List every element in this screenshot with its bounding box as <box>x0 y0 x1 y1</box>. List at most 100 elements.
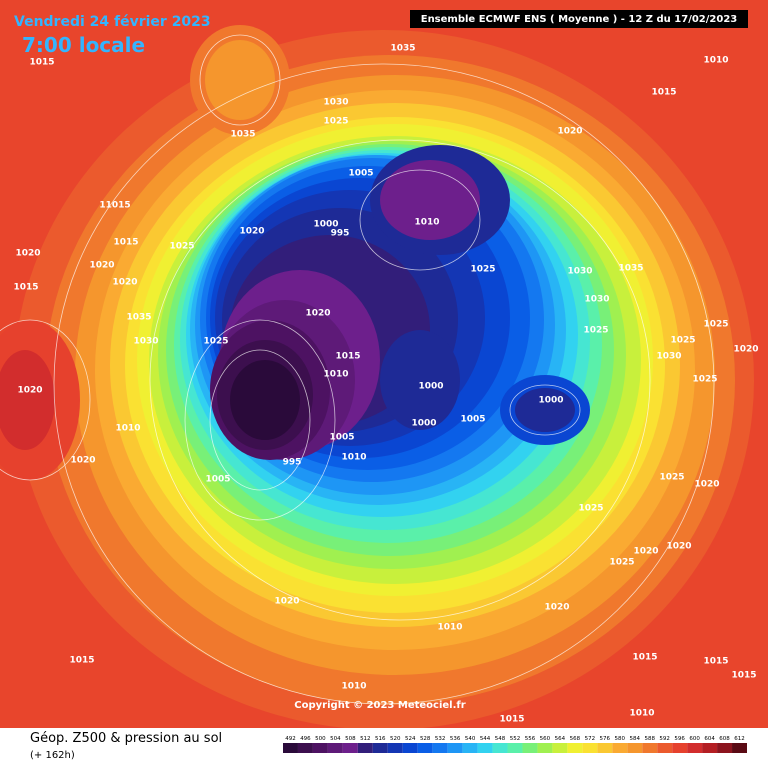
legend-label: 516 <box>375 736 386 742</box>
legend-label: 512 <box>360 736 371 742</box>
legend-label: 604 <box>704 736 715 742</box>
legend-swatch <box>327 743 343 753</box>
legend-swatch <box>717 743 733 753</box>
isobar-label: 1005 <box>460 415 485 425</box>
isobar-label: 1025 <box>670 336 695 346</box>
model-label: Ensemble ECMWF ENS ( Moyenne ) - 12 Z du… <box>421 14 738 25</box>
isobar-label: 11015 <box>99 201 130 211</box>
isobar-label: 1010 <box>437 623 462 633</box>
legend-swatch <box>732 743 747 753</box>
legend-swatch <box>642 743 658 753</box>
footer-lead: (+ 162h) <box>30 750 75 761</box>
isobar-label: 1010 <box>703 56 728 66</box>
legend-label: 580 <box>615 736 626 742</box>
isobar-label: 1020 <box>305 309 330 319</box>
legend-swatch <box>387 743 403 753</box>
date-label: Vendredi 24 février 2023 <box>14 14 211 30</box>
isobar-label: 1020 <box>17 386 42 396</box>
isobar-label: 1025 <box>703 320 728 330</box>
legend-swatch <box>537 743 553 753</box>
legend-label: 584 <box>629 736 640 742</box>
legend-swatch <box>612 743 628 753</box>
isobar-label: 1025 <box>583 326 608 336</box>
legend-label: 560 <box>540 736 551 742</box>
isobar-label: 1020 <box>544 603 569 613</box>
contour-band <box>380 330 460 430</box>
isobar-label: 1015 <box>703 657 728 667</box>
isobar-label: 1020 <box>274 597 299 607</box>
isobar-label: 1025 <box>323 117 348 127</box>
isobar-label: 1030 <box>323 98 348 108</box>
legend-swatch <box>702 743 718 753</box>
legend-swatch <box>417 743 433 753</box>
isobar-label: 1005 <box>205 475 230 485</box>
legend-swatch <box>432 743 448 753</box>
legend-swatch <box>582 743 598 753</box>
isobar-label: 1015 <box>69 656 94 666</box>
legend-label: 508 <box>345 736 356 742</box>
isobar-label: 1020 <box>239 227 264 237</box>
contour-bands <box>0 25 754 730</box>
contour-band <box>230 360 300 440</box>
isobar-label: 1020 <box>666 542 691 552</box>
legend-swatch <box>477 743 493 753</box>
isobar-label: 1020 <box>633 547 658 557</box>
legend-swatch <box>672 743 688 753</box>
isobar-label: 1020 <box>733 345 758 355</box>
isobar-label: 1030 <box>133 337 158 347</box>
isobar-label: 1015 <box>632 653 657 663</box>
legend-label: 552 <box>510 736 521 742</box>
isobar-label: 1010 <box>341 682 366 692</box>
legend-swatch <box>402 743 418 753</box>
isobar-label: 1005 <box>329 433 354 443</box>
legend-swatch <box>657 743 673 753</box>
legend-swatch <box>297 743 313 753</box>
isobar-label: 1025 <box>203 337 228 347</box>
isobar-label: 1015 <box>335 352 360 362</box>
isobar-label: 1015 <box>113 238 138 248</box>
isobar-label: 1000 <box>418 382 443 392</box>
legend-swatch <box>567 743 583 753</box>
isobar-label: 1010 <box>629 709 654 719</box>
color-legend: 492 496 500 504 508 512 516 520 524 528 532 536 540 5… <box>283 736 747 753</box>
legend-swatch <box>357 743 373 753</box>
isobar-label: 1010 <box>341 453 366 463</box>
isobar-label: 1015 <box>13 283 38 293</box>
isobar-label: 1035 <box>390 44 415 54</box>
model-box <box>410 10 748 28</box>
legend-label: 520 <box>390 736 401 742</box>
footer-title: Géop. Z500 & pression au sol <box>30 731 222 746</box>
contour-band <box>205 40 275 120</box>
contour-band <box>380 160 480 240</box>
isobar-label: 1020 <box>557 127 582 137</box>
isobar-label: 1010 <box>115 424 140 434</box>
isobar-label: 1030 <box>567 267 592 277</box>
legend-swatch <box>522 743 538 753</box>
legend-swatch <box>372 743 388 753</box>
legend-label: 608 <box>719 736 730 742</box>
legend-label: 524 <box>405 736 416 742</box>
isobar-label: 1020 <box>112 278 137 288</box>
time-label: 7:00 locale <box>22 33 145 57</box>
isobar-label: 1010 <box>414 218 439 228</box>
isobar-label: 1020 <box>15 249 40 259</box>
isobar-label: 1015 <box>29 58 54 68</box>
legend-label: 548 <box>495 736 506 742</box>
legend-label: 600 <box>689 736 700 742</box>
isobar-label: 1015 <box>651 88 676 98</box>
legend-label: 544 <box>480 736 491 742</box>
legend-label: 576 <box>600 736 611 742</box>
legend-swatch <box>447 743 463 753</box>
legend-label: 528 <box>420 736 431 742</box>
legend-label: 504 <box>330 736 341 742</box>
isobar-label: 1030 <box>584 295 609 305</box>
isobar-label: 1025 <box>692 375 717 385</box>
isobar-label: 1015 <box>731 671 756 681</box>
isobar-label: 1000 <box>411 419 436 429</box>
legend-swatch <box>342 743 358 753</box>
isobar-label: 1015 <box>499 715 524 725</box>
legend-label: 592 <box>659 736 670 742</box>
legend-label: 540 <box>465 736 476 742</box>
